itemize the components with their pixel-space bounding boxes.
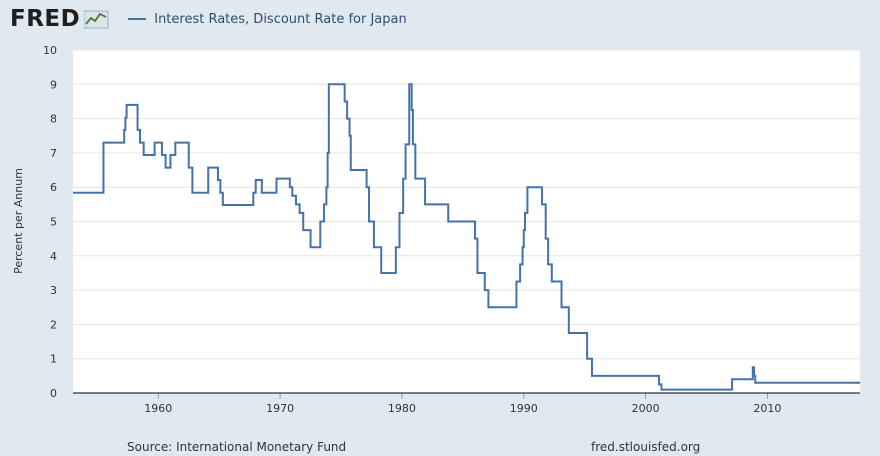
chart: 0 1 2 3 4 5 6 7 8 9 10 1960 1970 1980 1990 2000 2010 Pe…: [12, 44, 860, 415]
legend-line-swatch: [128, 18, 147, 20]
y-tick-label: 5: [50, 216, 57, 229]
legend-series-label[interactable]: Interest Rates, Discount Rate for Japan: [154, 11, 407, 27]
legend: Interest Rates, Discount Rate for Japan: [128, 11, 407, 27]
y-tick-label: 0: [50, 387, 57, 400]
source-note: Source: International Monetary Fund: [127, 440, 347, 454]
y-axis-label: Percent per Annum: [12, 168, 25, 274]
y-tick-label: 4: [50, 250, 57, 263]
header: FRED Interest Rates, Discount Rate for J…: [10, 4, 407, 34]
y-tick-label: 2: [50, 318, 57, 331]
y-tick-label: 6: [50, 181, 57, 194]
site-link[interactable]: fred.stlouisfed.org: [591, 440, 701, 454]
x-tick-label: 1980: [388, 402, 416, 415]
x-tick-label: 1970: [266, 402, 294, 415]
x-tick-label: 1960: [144, 402, 172, 415]
grid-lines: [73, 49, 860, 360]
x-axis-ticks: 1960 1970 1980 1990 2000 2010: [144, 393, 781, 415]
y-tick-label: 7: [50, 147, 57, 160]
y-axis-ticks: 0 1 2 3 4 5 6 7 8 9 10: [43, 44, 57, 400]
series-line[interactable]: [73, 83, 860, 391]
y-tick-label: 8: [50, 113, 57, 126]
y-tick-label: 1: [50, 353, 57, 366]
y-tick-label: 3: [50, 284, 57, 297]
fred-logo[interactable]: FRED: [10, 6, 81, 32]
line-chart-icon: [84, 10, 109, 29]
x-tick-label: 1990: [510, 402, 538, 415]
y-tick-label: 10: [43, 44, 57, 57]
y-tick-label: 9: [50, 78, 57, 91]
x-tick-label: 2000: [632, 402, 660, 415]
x-tick-label: 2010: [753, 402, 781, 415]
